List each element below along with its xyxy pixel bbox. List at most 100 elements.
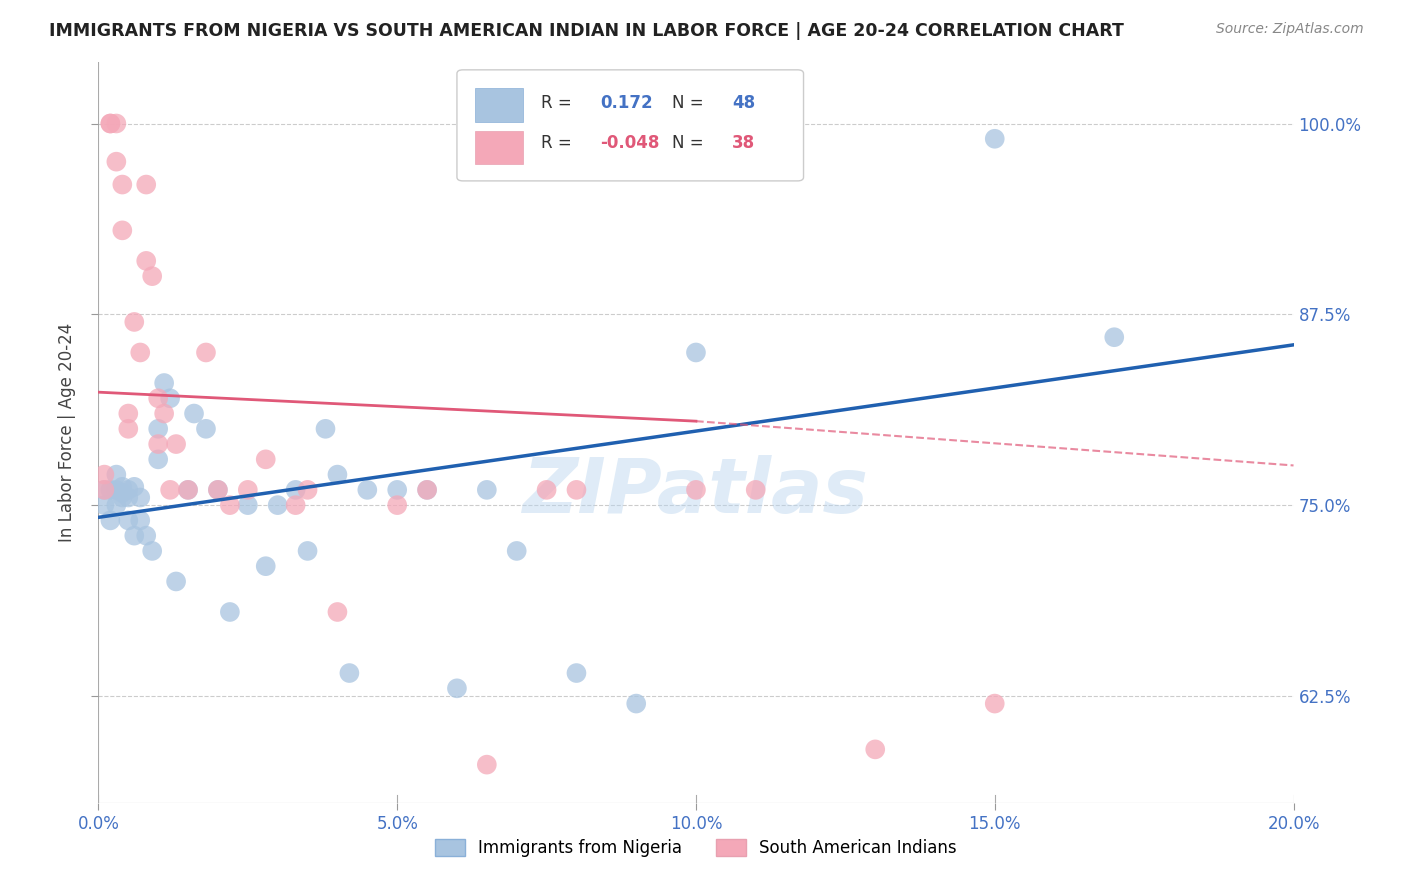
Point xyxy=(148,437,170,451)
Point xyxy=(177,483,200,497)
Y-axis label: In Labor Force | Age 20-24: In Labor Force | Age 20-24 xyxy=(58,323,76,542)
Point xyxy=(254,559,277,574)
Point xyxy=(984,132,1007,146)
Point xyxy=(297,544,319,558)
Point xyxy=(385,483,409,497)
Point xyxy=(284,483,307,497)
Point xyxy=(117,422,139,436)
Point xyxy=(267,498,290,512)
Point xyxy=(105,154,128,169)
Point xyxy=(129,491,152,505)
Text: R =: R = xyxy=(541,135,576,153)
Text: -0.048: -0.048 xyxy=(600,135,659,153)
Point xyxy=(153,407,176,421)
Point xyxy=(148,391,170,405)
Point xyxy=(124,529,146,543)
Point xyxy=(141,269,163,284)
Point xyxy=(475,483,498,497)
Point xyxy=(159,483,181,497)
Text: N =: N = xyxy=(672,94,709,112)
Point xyxy=(93,483,115,497)
Point xyxy=(745,483,768,497)
Point xyxy=(111,491,134,505)
Point xyxy=(124,315,146,329)
Point xyxy=(254,452,277,467)
Point xyxy=(98,483,122,497)
Point xyxy=(219,498,242,512)
Point xyxy=(416,483,439,497)
Point xyxy=(124,480,146,494)
Text: Source: ZipAtlas.com: Source: ZipAtlas.com xyxy=(1216,22,1364,37)
Point xyxy=(93,467,115,482)
Point xyxy=(111,480,134,494)
Point xyxy=(416,483,439,497)
Point xyxy=(207,483,229,497)
FancyBboxPatch shape xyxy=(457,70,804,181)
Point xyxy=(685,483,707,497)
Point xyxy=(536,483,558,497)
Point xyxy=(339,666,361,681)
Point xyxy=(111,486,134,500)
Text: R =: R = xyxy=(541,94,576,112)
Text: ZIPatlas: ZIPatlas xyxy=(523,455,869,529)
Point xyxy=(105,116,128,130)
Point xyxy=(865,742,887,756)
Legend: Immigrants from Nigeria, South American Indians: Immigrants from Nigeria, South American … xyxy=(436,839,956,857)
Point xyxy=(236,498,259,512)
Point xyxy=(385,498,409,512)
Point xyxy=(159,391,181,405)
Point xyxy=(685,345,707,359)
Point xyxy=(117,407,139,421)
Point xyxy=(984,697,1007,711)
Point xyxy=(148,422,170,436)
Point xyxy=(183,407,205,421)
Point xyxy=(356,483,378,497)
Point xyxy=(195,345,218,359)
Point xyxy=(297,483,319,497)
Point xyxy=(506,544,529,558)
Point xyxy=(105,498,128,512)
Point xyxy=(326,467,349,482)
Point xyxy=(117,513,139,527)
Point xyxy=(98,116,122,130)
Point xyxy=(111,223,134,237)
Point xyxy=(153,376,176,390)
Point xyxy=(93,483,115,497)
Point xyxy=(284,498,307,512)
Point xyxy=(105,483,128,497)
Point xyxy=(98,116,122,130)
Text: 0.172: 0.172 xyxy=(600,94,652,112)
Point xyxy=(98,513,122,527)
Point xyxy=(177,483,200,497)
Point xyxy=(219,605,242,619)
Point xyxy=(148,452,170,467)
Point xyxy=(315,422,337,436)
Point xyxy=(117,483,139,497)
Point xyxy=(236,483,259,497)
Point xyxy=(141,544,163,558)
Point xyxy=(565,666,588,681)
Text: N =: N = xyxy=(672,135,709,153)
Point xyxy=(129,513,152,527)
Point xyxy=(626,697,648,711)
Text: 38: 38 xyxy=(733,135,755,153)
Point xyxy=(326,605,349,619)
Point xyxy=(135,178,157,192)
Point xyxy=(207,483,229,497)
Point xyxy=(565,483,588,497)
Point xyxy=(1104,330,1126,344)
Point xyxy=(93,498,115,512)
Point xyxy=(135,529,157,543)
Point xyxy=(105,467,128,482)
Point xyxy=(129,345,152,359)
Point xyxy=(165,437,187,451)
Point xyxy=(446,681,468,696)
FancyBboxPatch shape xyxy=(475,88,523,121)
Text: 48: 48 xyxy=(733,94,755,112)
Point xyxy=(117,491,139,505)
FancyBboxPatch shape xyxy=(475,130,523,164)
Point xyxy=(135,253,157,268)
Point xyxy=(165,574,187,589)
Point xyxy=(475,757,498,772)
Point xyxy=(111,178,134,192)
